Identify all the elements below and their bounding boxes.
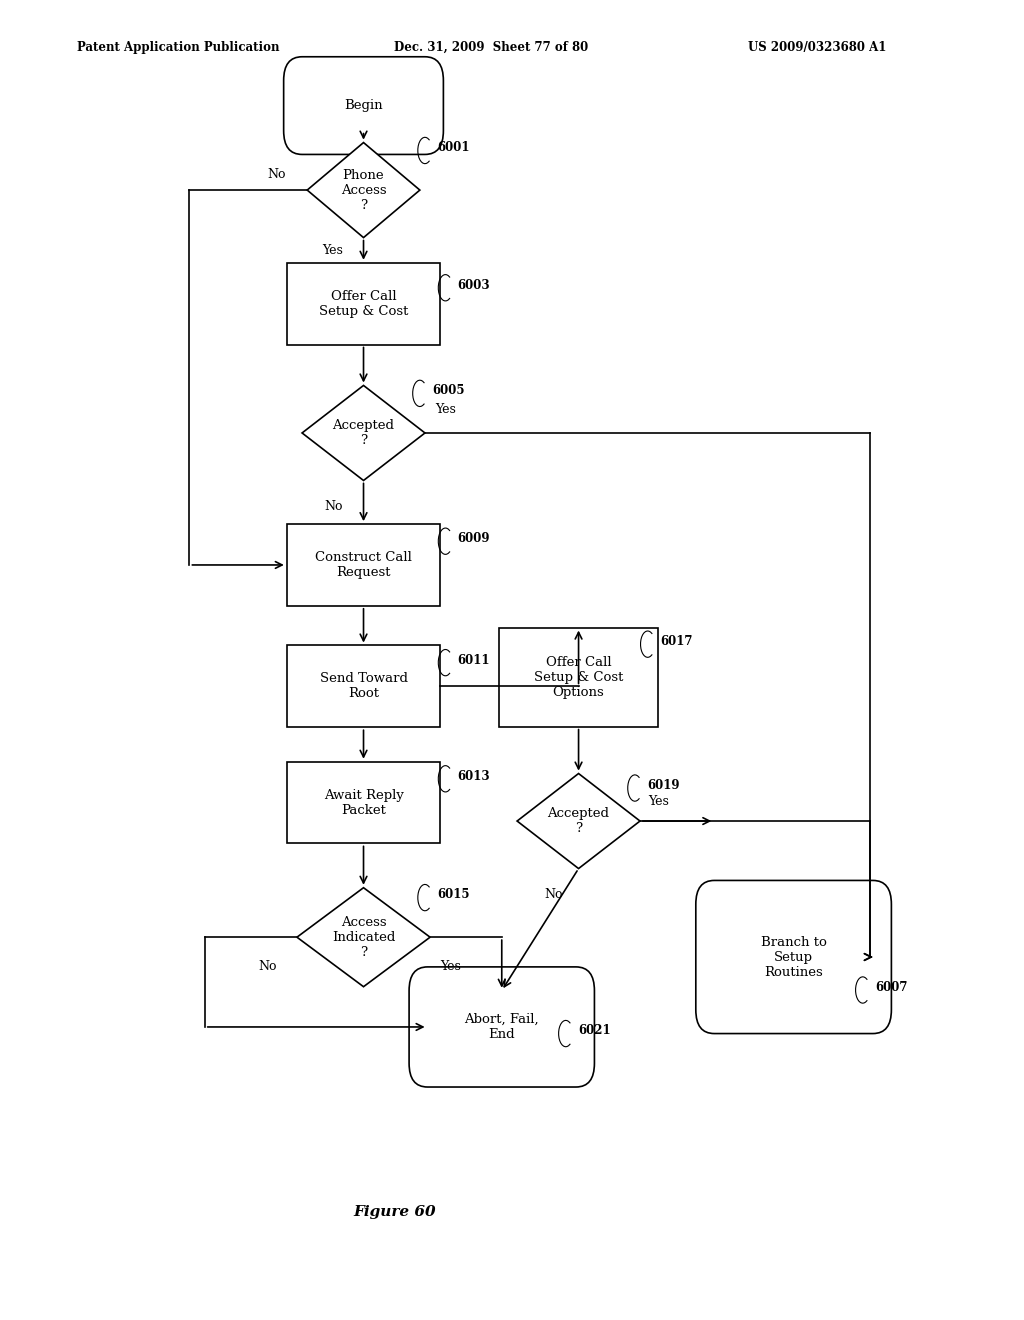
Text: Phone
Access
?: Phone Access ? — [341, 169, 386, 211]
Text: 6007: 6007 — [874, 981, 907, 994]
Text: Abort, Fail,
End: Abort, Fail, End — [465, 1012, 539, 1041]
Text: 6003: 6003 — [458, 279, 490, 292]
Text: 6009: 6009 — [458, 532, 490, 545]
Text: Yes: Yes — [440, 960, 461, 973]
FancyBboxPatch shape — [284, 57, 443, 154]
Text: 6011: 6011 — [458, 653, 490, 667]
FancyBboxPatch shape — [409, 966, 594, 1088]
Bar — [499, 628, 657, 726]
Text: Accepted
?: Accepted ? — [333, 418, 394, 447]
Text: 6015: 6015 — [437, 888, 470, 902]
Text: 6013: 6013 — [458, 770, 490, 783]
Text: Accepted
?: Accepted ? — [548, 807, 609, 836]
Bar — [287, 762, 440, 843]
Text: 6005: 6005 — [432, 384, 465, 397]
Bar — [287, 645, 440, 727]
Text: Yes: Yes — [435, 403, 456, 416]
Text: No: No — [325, 500, 343, 513]
Text: Begin: Begin — [344, 99, 383, 112]
Text: Patent Application Publication: Patent Application Publication — [77, 41, 280, 54]
Text: Await Reply
Packet: Await Reply Packet — [324, 788, 403, 817]
Text: 6017: 6017 — [659, 635, 692, 648]
Text: Construct Call
Request: Construct Call Request — [315, 550, 412, 579]
Text: 6001: 6001 — [437, 141, 470, 154]
Text: 6019: 6019 — [647, 779, 680, 792]
Text: No: No — [545, 888, 563, 902]
Bar — [287, 524, 440, 606]
Polygon shape — [517, 774, 640, 869]
Text: Figure 60: Figure 60 — [353, 1205, 435, 1218]
Text: Send Toward
Root: Send Toward Root — [319, 672, 408, 701]
Text: Branch to
Setup
Routines: Branch to Setup Routines — [761, 936, 826, 978]
Text: Offer Call
Setup & Cost
Options: Offer Call Setup & Cost Options — [534, 656, 624, 698]
Text: No: No — [267, 168, 286, 181]
Text: Access
Indicated
?: Access Indicated ? — [332, 916, 395, 958]
Text: US 2009/0323680 A1: US 2009/0323680 A1 — [748, 41, 886, 54]
Polygon shape — [302, 385, 425, 480]
Text: Yes: Yes — [648, 795, 669, 808]
Bar — [287, 263, 440, 345]
Text: 6021: 6021 — [578, 1024, 610, 1038]
Polygon shape — [297, 888, 430, 987]
Text: Yes: Yes — [323, 244, 343, 256]
Text: Offer Call
Setup & Cost: Offer Call Setup & Cost — [318, 289, 409, 318]
Polygon shape — [307, 143, 420, 238]
Text: Dec. 31, 2009  Sheet 77 of 80: Dec. 31, 2009 Sheet 77 of 80 — [394, 41, 589, 54]
FancyBboxPatch shape — [696, 880, 891, 1034]
Text: No: No — [258, 960, 276, 973]
